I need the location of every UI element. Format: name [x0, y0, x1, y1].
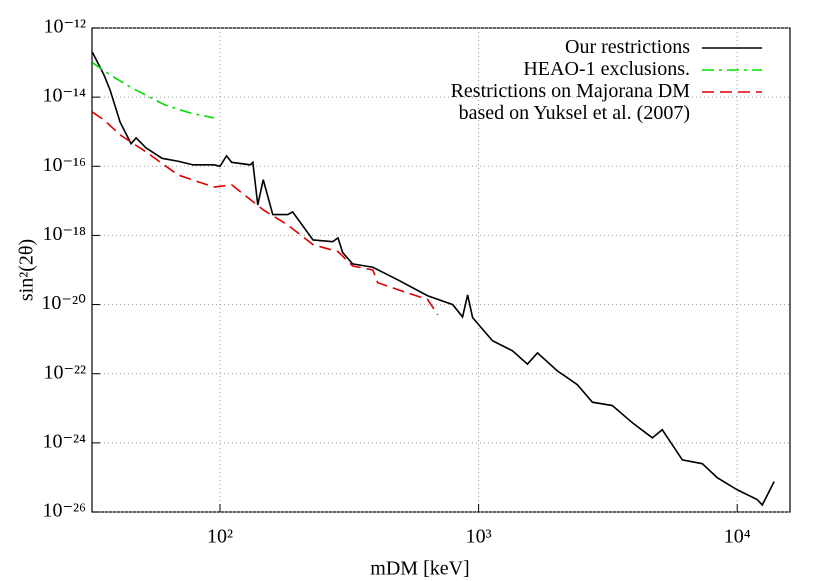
legend-swatch [702, 47, 762, 49]
legend: Our restrictions HEAO-1 exclusions. Restri… [451, 36, 762, 124]
legend-entry: Our restrictions [451, 36, 762, 58]
y-tick-label: 10⁻¹⁸ [42, 223, 86, 245]
series-line [91, 61, 215, 119]
legend-entry: Restrictions on Majorana DM based on Yuk… [451, 80, 762, 124]
series-line [91, 51, 775, 507]
y-tick-label: 10⁻²⁶ [42, 500, 86, 522]
x-tick-label: 10⁴ [724, 526, 751, 548]
series-line [91, 111, 439, 316]
x-tick-label: 10² [207, 526, 233, 548]
legend-label: Our restrictions [565, 36, 690, 58]
x-axis-label: mDM [keV] [370, 558, 469, 580]
legend-label: HEAO-1 exclusions. [523, 58, 690, 80]
legend-swatch [702, 69, 762, 71]
y-tick-label: 10⁻¹⁶ [42, 154, 86, 176]
y-tick-label: 10⁻²⁰ [41, 292, 86, 314]
y-tick-label: 10⁻¹² [43, 16, 86, 38]
x-tick-label: 10³ [466, 526, 492, 548]
y-tick-label: 10⁻²² [43, 361, 86, 383]
legend-swatch [702, 91, 762, 93]
y-tick-label: 10⁻¹⁴ [42, 85, 86, 107]
y-tick-label: 10⁻²⁴ [42, 430, 86, 452]
y-axis-label: sin²(2θ) [16, 239, 38, 301]
legend-label: Restrictions on Majorana DM based on Yuk… [450, 80, 690, 124]
legend-entry: HEAO-1 exclusions. [451, 58, 762, 80]
